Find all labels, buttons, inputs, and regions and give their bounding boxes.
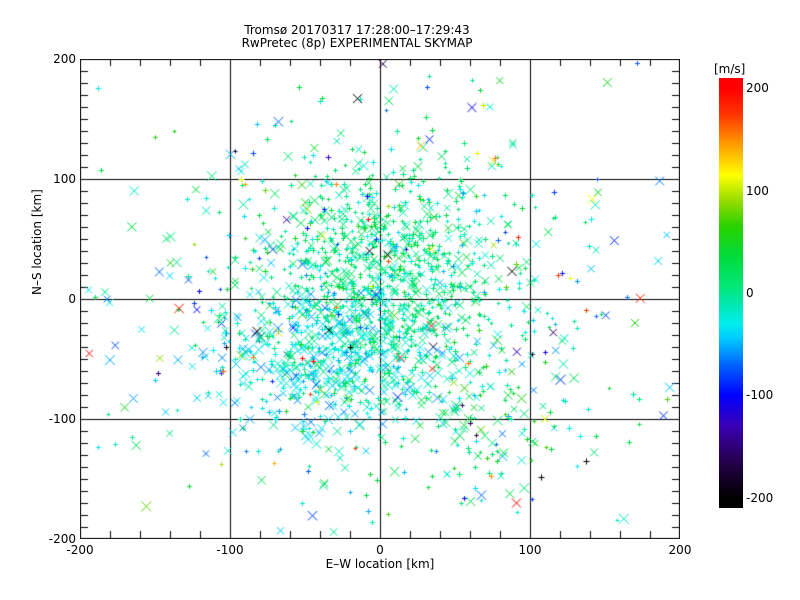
y-tick-label: 200: [53, 52, 76, 66]
x-tick-label: 100: [518, 543, 542, 557]
x-tick-label: -200: [66, 543, 94, 557]
colorbar-tick-label: 0: [746, 286, 754, 300]
colorbar-tick-label: 100: [746, 183, 769, 198]
title-block: Tromsø 20170317 17:28:00–17:29:43 RwPret…: [80, 24, 634, 50]
colorbar-tick-label: -100: [746, 388, 774, 403]
x-tick-label: 200: [668, 543, 692, 557]
colorbar-tick-label: 200: [746, 81, 769, 96]
colorbar-units-label: [m/s]: [714, 62, 746, 76]
y-tick-label: -200: [48, 532, 76, 546]
y-tick-label: -100: [48, 412, 76, 426]
x-axis-label: E–W location [km]: [325, 557, 435, 571]
scatter-canvas: [80, 59, 680, 539]
y-tick-label: 0: [68, 292, 76, 306]
plot-frame: [80, 59, 680, 539]
colorbar-tick-label: -200: [746, 490, 774, 505]
colorbar-gradient: [719, 78, 743, 508]
y-tick-label: 100: [53, 172, 76, 186]
x-tick-label: -100: [216, 543, 244, 557]
x-tick-label: 0: [376, 543, 384, 557]
chart-subtitle: RwPretec (8p) EXPERIMENTAL SKYMAP: [241, 36, 473, 50]
chart-title: Tromsø 20170317 17:28:00–17:29:43: [244, 23, 470, 37]
